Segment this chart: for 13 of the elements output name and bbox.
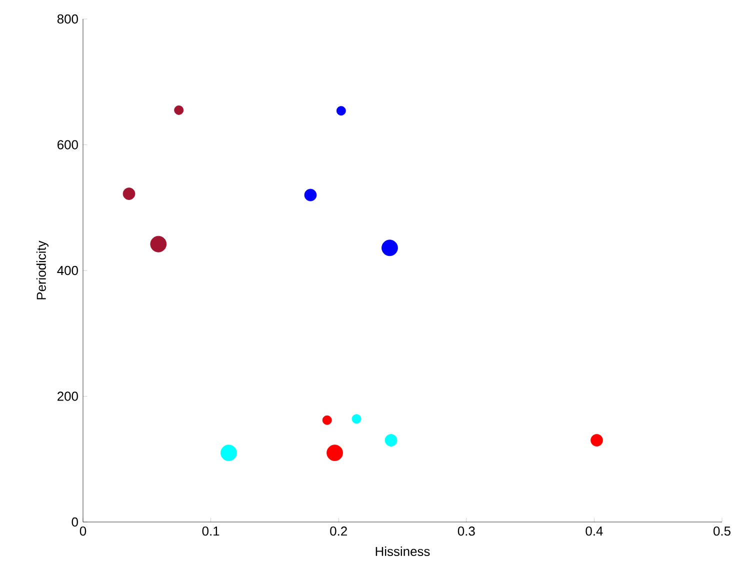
- y-tick-label: 0: [72, 517, 78, 527]
- y-axis-title: Periodicity: [36, 240, 48, 300]
- x-tick-label: 0.5: [714, 526, 730, 536]
- y-tick-label: 600: [58, 140, 78, 150]
- y-tick-label: 200: [58, 392, 78, 401]
- x-axis-title: Hissiness: [376, 546, 430, 556]
- y-tick-label: 800: [57, 14, 78, 24]
- x-tick-label: 0.4: [586, 526, 603, 536]
- x-tick-label: 0: [80, 526, 86, 536]
- y-tick-label: 400: [57, 266, 78, 276]
- x-tick-label: 0.3: [458, 526, 475, 536]
- x-tick-label: 0.2: [330, 526, 347, 536]
- x-tick-label: 0.1: [202, 526, 220, 536]
